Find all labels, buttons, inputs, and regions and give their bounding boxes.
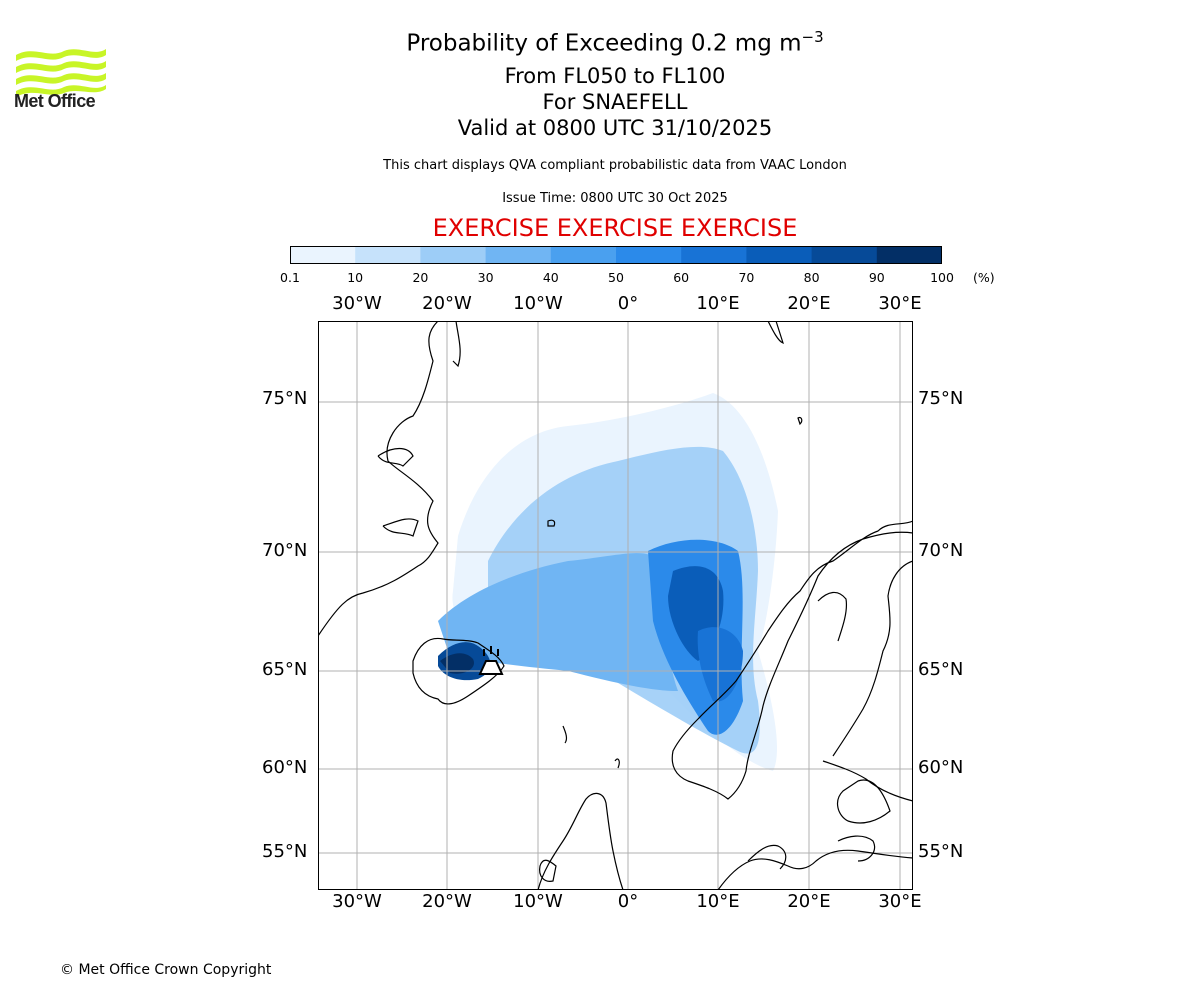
map-panel	[318, 321, 913, 890]
map-frame	[318, 321, 913, 890]
longitude-label-bottom: 20°E	[787, 891, 831, 912]
colorbar-segment	[616, 246, 682, 264]
longitude-label-bottom: 30°W	[332, 891, 382, 912]
colorbar	[290, 246, 942, 264]
title-text: Probability of Exceeding 0.2 mg m	[406, 30, 802, 57]
latitude-label-left: 55°N	[262, 841, 308, 862]
latitude-label-right: 70°N	[918, 540, 964, 561]
colorbar-segment	[355, 246, 421, 264]
longitude-label-top: 10°W	[513, 293, 563, 314]
colorbar-tick-label: 40	[542, 270, 559, 285]
colorbar-tick-label: 10	[347, 270, 364, 285]
latitude-label-left: 65°N	[262, 659, 308, 680]
graticule	[318, 321, 913, 890]
colorbar-frame	[290, 246, 942, 264]
longitude-label-top: 0°	[617, 293, 639, 314]
latitude-label-left: 60°N	[262, 757, 308, 778]
longitude-label-bottom: 20°W	[422, 891, 472, 912]
longitude-label-top: 30°E	[878, 293, 922, 314]
title-superscript: −3	[801, 28, 824, 46]
colorbar-tick-label: 100	[930, 270, 954, 285]
volcano-icon	[478, 646, 504, 675]
longitude-label-bottom: 10°W	[513, 891, 563, 912]
subtitle-levels: From FL050 to FL100	[504, 64, 726, 88]
colorbar-segment	[485, 246, 552, 264]
probability-field	[438, 393, 778, 771]
longitude-label-bottom: 0°	[617, 891, 639, 912]
colorbar-tick-label: 0.1	[280, 270, 300, 285]
colorbar-segment	[681, 246, 747, 264]
longitude-label-top: 10°E	[696, 293, 740, 314]
colorbar-segment	[420, 246, 487, 264]
subtitle-volcano: For SNAEFELL	[542, 90, 688, 114]
colorbar-segment	[746, 246, 813, 264]
longitude-label-top: 20°E	[787, 293, 831, 314]
description: This chart displays QVA compliant probab…	[383, 158, 847, 173]
colorbar-tick-label: 80	[803, 270, 820, 285]
colorbar-tick-label: 90	[868, 270, 885, 285]
longitude-label-bottom: 10°E	[696, 891, 740, 912]
copyright: © Met Office Crown Copyright	[60, 962, 272, 978]
colorbar-unit: (%)	[973, 270, 995, 285]
colorbar-segment	[290, 246, 356, 264]
colorbar-segment	[876, 246, 942, 264]
latitude-label-left: 75°N	[262, 388, 308, 409]
logo-text: Met Office	[14, 91, 96, 111]
colorbar-tick-label: 50	[608, 270, 624, 285]
colorbar-tick-label: 70	[738, 270, 755, 285]
issue-time: Issue Time: 0800 UTC 30 Oct 2025	[502, 191, 728, 206]
longitude-label-top: 30°W	[332, 293, 382, 314]
latitude-label-right: 55°N	[918, 841, 964, 862]
longitude-label-top: 20°W	[422, 293, 472, 314]
colorbar-segment	[811, 246, 878, 264]
latitude-label-right: 75°N	[918, 388, 964, 409]
latitude-label-right: 60°N	[918, 757, 964, 778]
coastlines	[318, 321, 913, 890]
latitude-label-left: 70°N	[262, 540, 308, 561]
chart-title: Probability of Exceeding 0.2 mg m−3	[0, 28, 1200, 57]
subtitle-valid-time: Valid at 0800 UTC 31/10/2025	[457, 116, 773, 140]
latitude-label-right: 65°N	[918, 659, 964, 680]
longitude-label-bottom: 30°E	[878, 891, 922, 912]
colorbar-tick-label: 60	[673, 270, 690, 285]
colorbar-tick-label: 30	[477, 270, 494, 285]
exercise-banner: EXERCISE EXERCISE EXERCISE	[432, 214, 798, 242]
colorbar-segment	[550, 246, 617, 264]
colorbar-tick-label: 20	[412, 270, 429, 285]
met-office-logo	[16, 49, 106, 97]
